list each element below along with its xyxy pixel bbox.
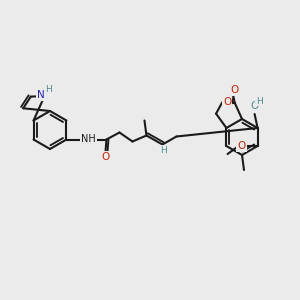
Text: O: O bbox=[230, 85, 238, 95]
Text: O: O bbox=[101, 152, 110, 163]
Text: H: H bbox=[160, 146, 167, 155]
Text: NH: NH bbox=[81, 134, 96, 143]
Text: O: O bbox=[250, 101, 259, 111]
Text: N: N bbox=[37, 90, 44, 100]
Text: H: H bbox=[45, 85, 52, 94]
Text: H: H bbox=[256, 97, 263, 106]
Text: O: O bbox=[238, 141, 246, 151]
Text: O: O bbox=[223, 97, 231, 106]
